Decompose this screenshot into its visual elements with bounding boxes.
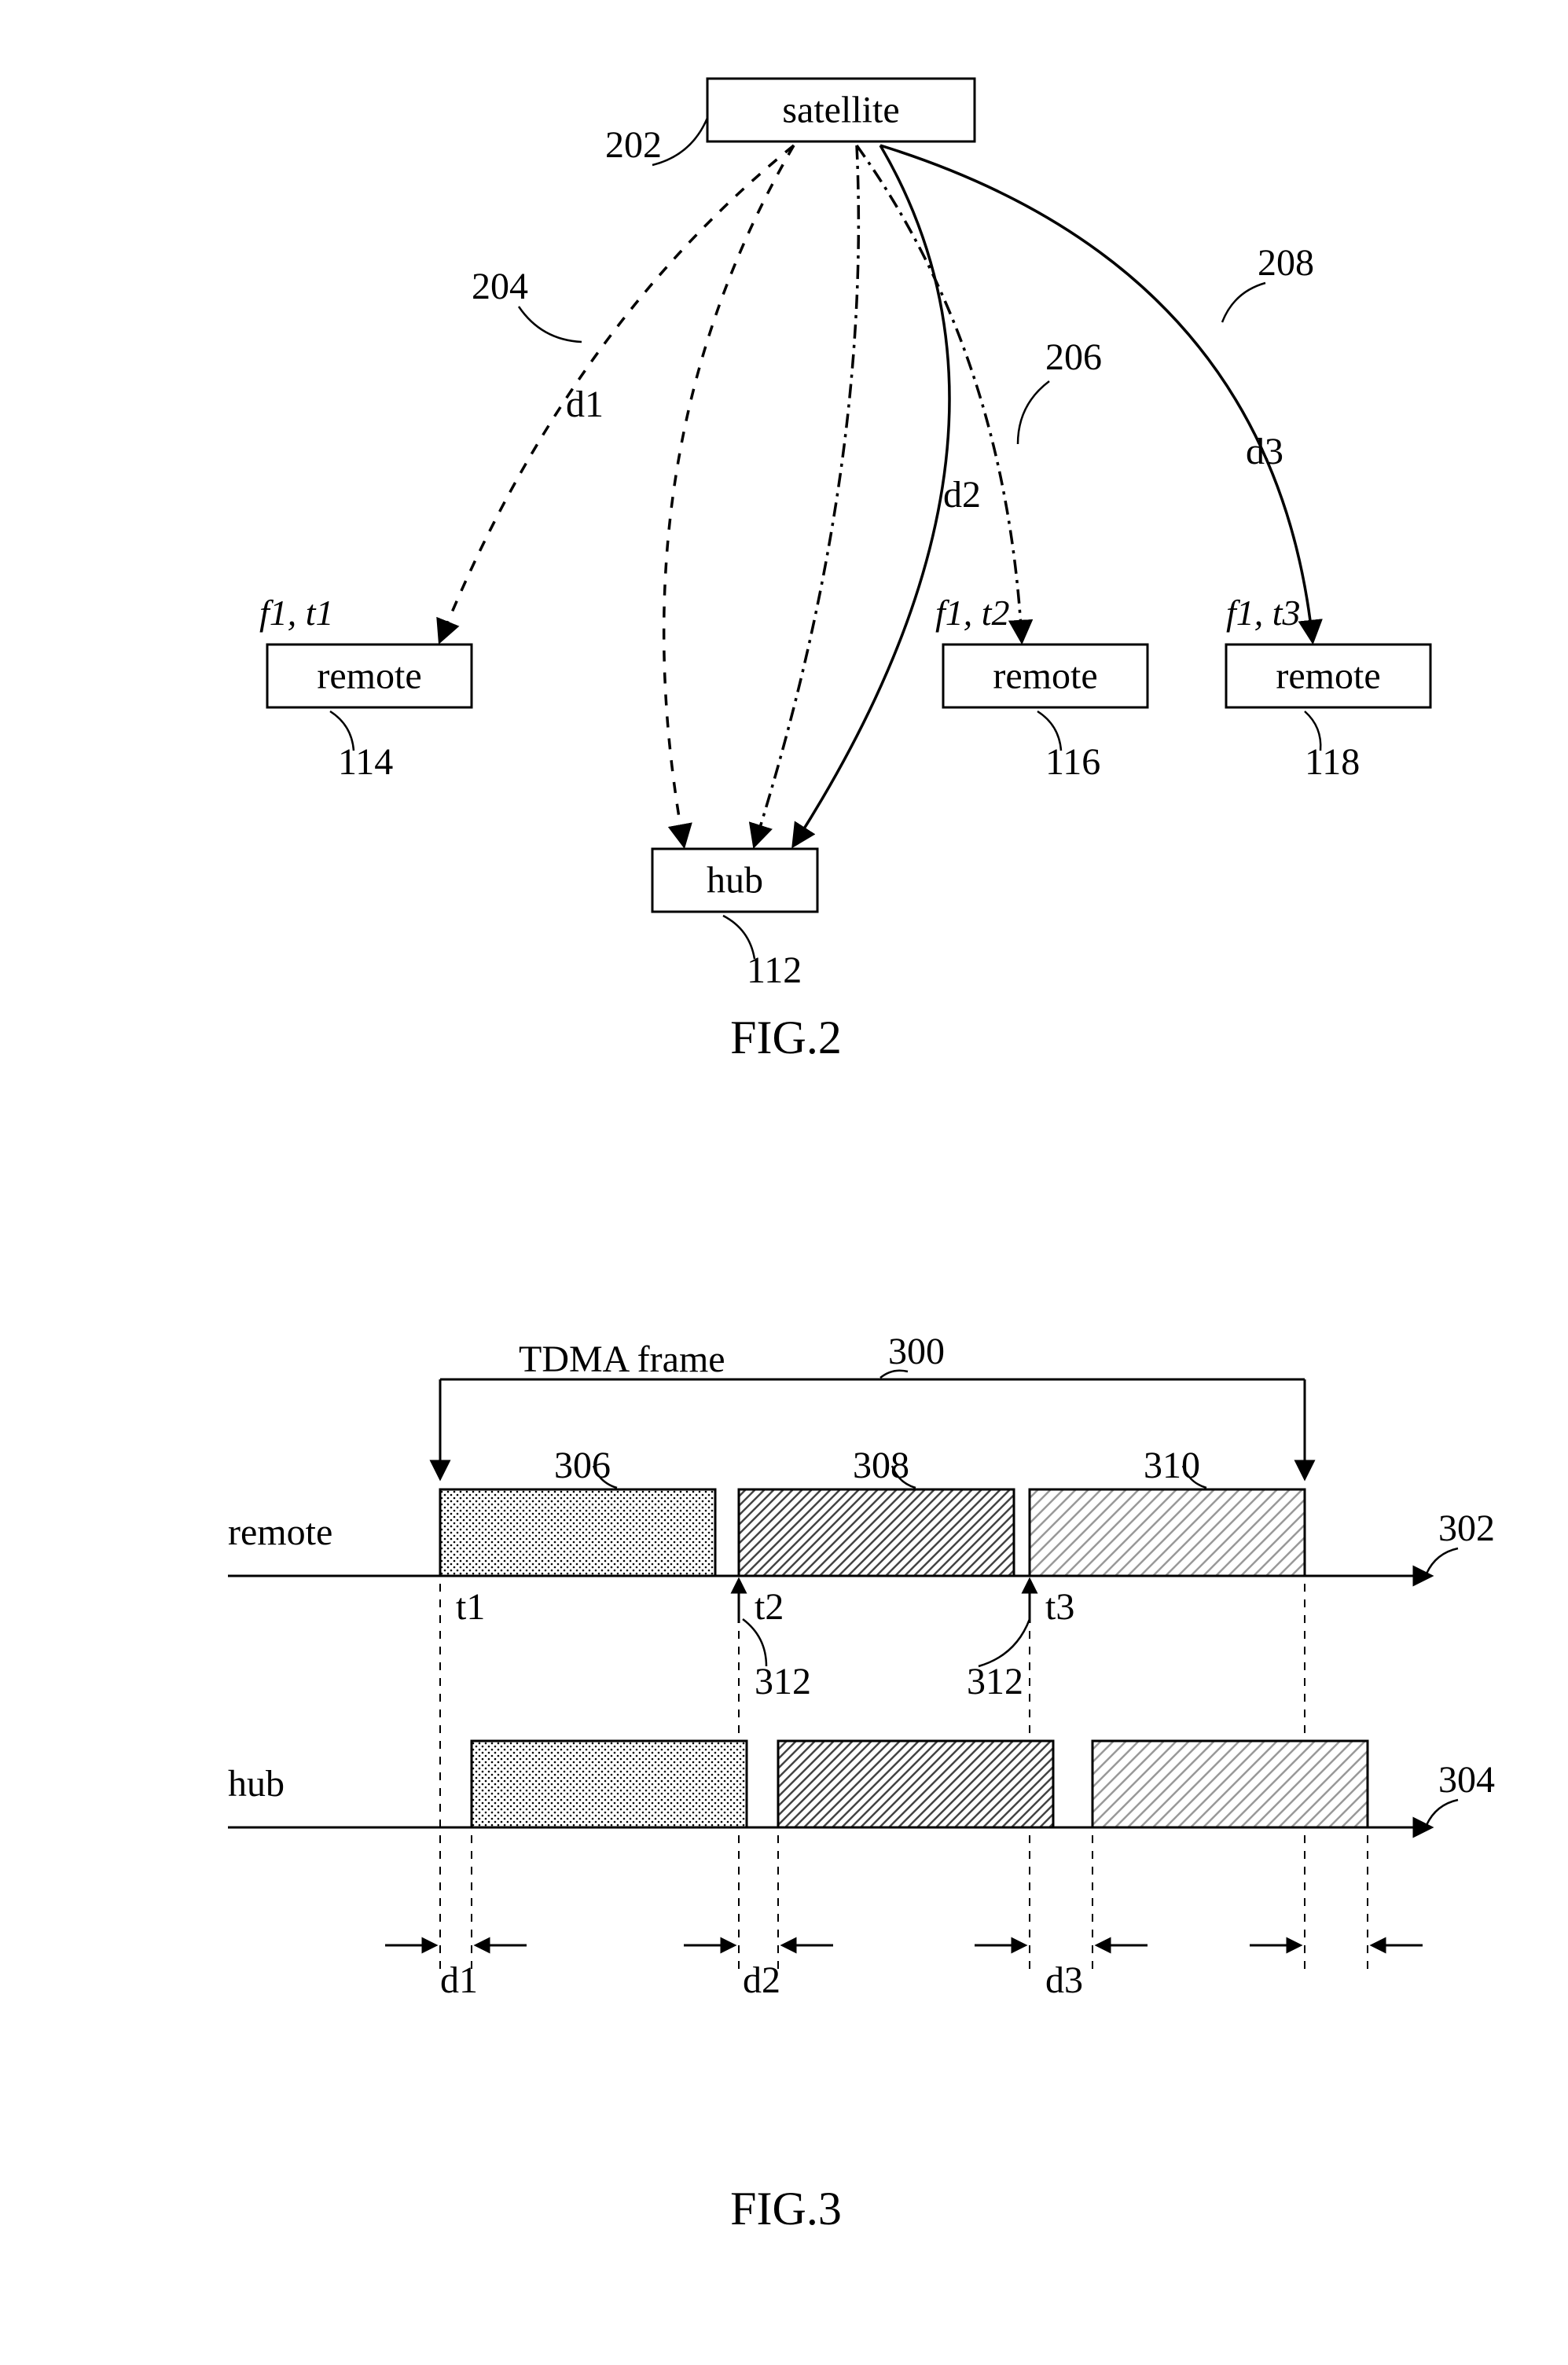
remote-slot — [739, 1489, 1014, 1576]
ref-number: 208 — [1258, 242, 1314, 284]
remote-timing-label: f1, t2 — [935, 593, 1010, 633]
leader-line — [1222, 283, 1265, 322]
link-label: d3 — [1246, 431, 1283, 472]
link-sat-hub — [755, 145, 858, 845]
hub-slot — [472, 1741, 747, 1827]
ref-number: 116 — [1045, 741, 1100, 783]
axis-label-remote: remote — [228, 1511, 332, 1553]
ref-number: 302 — [1438, 1508, 1495, 1549]
node-label: satellite — [782, 90, 899, 131]
delay-label: d3 — [1045, 1959, 1083, 2001]
leader-line — [979, 1619, 1030, 1666]
ref-number: 204 — [472, 266, 528, 307]
link-sat-hub — [664, 145, 794, 845]
leader-line — [1427, 1548, 1458, 1574]
node-label: hub — [707, 860, 763, 902]
hub-slot — [778, 1741, 1053, 1827]
remote-slot — [1030, 1489, 1305, 1576]
time-label: t2 — [755, 1586, 784, 1628]
hub-slot — [1092, 1741, 1368, 1827]
link-sat-hub — [794, 145, 949, 845]
node-label: remote — [993, 656, 1097, 697]
delay-label: d2 — [743, 1959, 780, 2001]
ref-number: 312 — [755, 1661, 811, 1702]
ref-number: 112 — [747, 949, 802, 991]
leader-line — [1018, 381, 1049, 444]
figure-title: FIG.2 — [730, 1012, 842, 1063]
remote-slot — [440, 1489, 715, 1576]
leader-line — [880, 1371, 908, 1378]
ref-number: 114 — [338, 741, 393, 783]
ref-number: 304 — [1438, 1759, 1495, 1801]
leader-line — [519, 307, 582, 342]
time-label: t1 — [456, 1586, 485, 1628]
link-sat-remote — [440, 145, 794, 641]
remote-timing-label: f1, t1 — [259, 593, 334, 633]
ref-number: 300 — [888, 1331, 945, 1372]
time-label: t3 — [1045, 1586, 1074, 1628]
frame-label: TDMA frame — [519, 1339, 725, 1380]
node-label: remote — [317, 656, 421, 697]
node-label: remote — [1276, 656, 1380, 697]
figure-title: FIG.3 — [730, 2183, 842, 2235]
remote-timing-label: f1, t3 — [1226, 593, 1301, 633]
figure-canvas: satellite 202 d1 204 d2 206 d3 208 f1, t1 remote 1… — [0, 0, 1568, 2365]
ref-number: 202 — [605, 124, 662, 166]
delay-label: d1 — [440, 1959, 478, 2001]
link-sat-remote — [880, 145, 1313, 641]
ref-number: 206 — [1045, 336, 1102, 378]
link-label: d2 — [943, 474, 981, 516]
ref-number: 118 — [1305, 741, 1360, 783]
link-label: d1 — [566, 384, 604, 425]
axis-label-hub: hub — [228, 1763, 285, 1805]
ref-number: 312 — [967, 1661, 1023, 1702]
link-sat-remote — [857, 145, 1022, 641]
leader-line — [1427, 1800, 1458, 1825]
